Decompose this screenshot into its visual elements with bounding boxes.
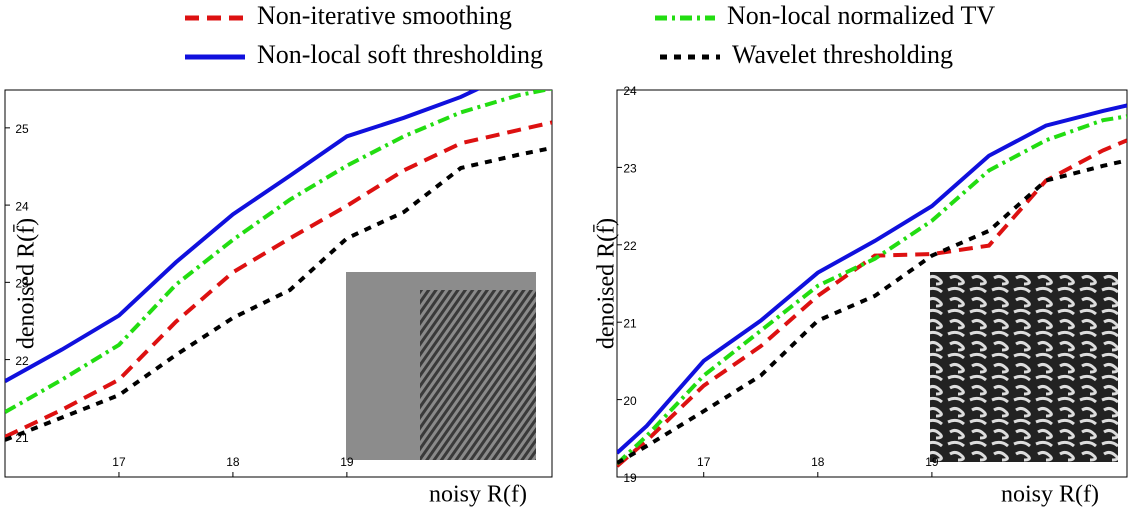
- plot-frame: [616, 89, 1128, 478]
- x-tick-label: 19: [925, 455, 939, 469]
- x-tick-label: 18: [226, 455, 240, 469]
- inset-image: [930, 272, 1118, 462]
- y-tick-label: 25: [15, 122, 29, 136]
- y-axis-label: denoised R(f̄): [593, 218, 620, 349]
- x-axis-label: noisy R(f): [429, 482, 527, 508]
- y-tick-label: 20: [623, 394, 637, 408]
- series-line: [5, 145, 552, 442]
- plot-frame: [4, 89, 553, 478]
- y-tick-label: 23: [623, 162, 637, 176]
- series-line: [5, 90, 481, 383]
- series-group: [5, 90, 552, 442]
- x-tick-label: 17: [697, 455, 711, 469]
- y-tick-label: 21: [623, 316, 637, 330]
- legend-label: Non-local soft thresholding: [257, 40, 543, 69]
- series-line: [617, 158, 1127, 465]
- series-line: [5, 90, 552, 414]
- series-line: [617, 103, 1127, 455]
- inset-image-detail: [420, 290, 536, 460]
- y-tick-label: 22: [15, 354, 29, 368]
- legend-label: Non-local normalized TV: [727, 1, 995, 30]
- x-tick-label: 17: [112, 455, 126, 469]
- y-tick-label: 22: [623, 239, 637, 253]
- y-tick-label: 23: [15, 277, 29, 291]
- legend: Non-iterative smoothing Non-local soft th…: [185, 1, 995, 69]
- x-axis-label: noisy R(f): [1001, 482, 1099, 508]
- y-tick-label: 24: [15, 199, 29, 213]
- x-tick-label: 19: [340, 455, 354, 469]
- y-tick-label: 24: [623, 84, 637, 98]
- y-axis-label: denoised R(f̄): [13, 218, 40, 349]
- x-tick-label: 18: [811, 455, 825, 469]
- series-group: [617, 103, 1127, 468]
- series-line: [617, 138, 1127, 468]
- legend-label: Wavelet thresholding: [732, 40, 953, 69]
- series-line: [617, 114, 1127, 466]
- legend-label: Non-iterative smoothing: [257, 1, 512, 30]
- y-tick-label: 19: [623, 471, 637, 485]
